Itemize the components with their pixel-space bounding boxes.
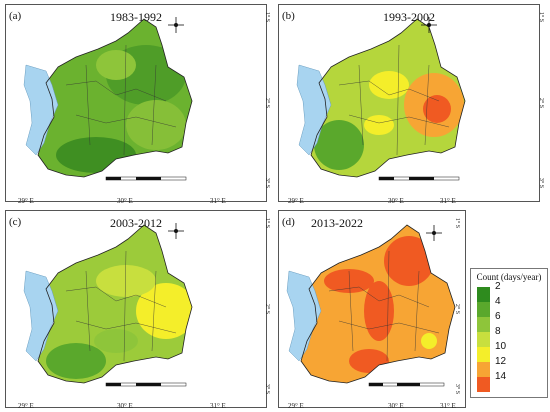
- x-tick-31: 31° E: [210, 197, 226, 205]
- rwanda-map-d: [286, 224, 456, 387]
- x-tick-31: 31° E: [440, 197, 456, 205]
- scale-bar: [378, 176, 460, 181]
- legend: Count (days/year) 2 4 6 8 10 12 14: [470, 268, 548, 398]
- x-tick-30: 30° E: [388, 197, 404, 205]
- y-tick-2s: 2° S: [263, 303, 270, 315]
- x-tick-29: 29° E: [18, 402, 34, 410]
- y-tick-2s: 2° S: [537, 97, 544, 109]
- north-arrow-icon: [168, 223, 184, 239]
- panel-title: 2013-2022: [311, 216, 363, 230]
- rwanda-map-c: [23, 223, 193, 387]
- x-tick-29: 29° E: [288, 402, 304, 410]
- rwanda-map-a: [23, 17, 193, 181]
- y-tick-3s: 3° S: [537, 177, 544, 189]
- legend-swatch: [477, 362, 490, 377]
- panel-title: 2003-2012: [110, 216, 162, 230]
- panel-label: (c): [9, 216, 22, 228]
- map-panel-b: (b) 1993-2002: [278, 4, 540, 202]
- legend-item: 10: [477, 341, 547, 362]
- rwanda-map-b: [296, 17, 466, 181]
- north-arrow-icon: [168, 17, 184, 33]
- map-panel-a: (a) 1983-1992: [5, 4, 267, 202]
- x-tick-31: 31° E: [210, 402, 226, 410]
- scale-bar: [368, 382, 445, 387]
- legend-value: 4: [495, 296, 501, 307]
- x-tick-30: 30° E: [117, 402, 133, 410]
- x-tick-29: 29° E: [288, 197, 304, 205]
- x-tick-30: 30° E: [117, 197, 133, 205]
- legend-item: 8: [477, 326, 547, 347]
- panel-label: (b): [282, 10, 295, 22]
- legend-swatch: [477, 347, 490, 362]
- legend-swatch: [477, 317, 490, 332]
- panel-title: 1993-2002: [383, 10, 435, 24]
- legend-swatch: [477, 332, 490, 347]
- legend-value: 6: [495, 311, 501, 322]
- legend-value: 12: [495, 356, 507, 367]
- legend-swatch: [477, 377, 490, 392]
- y-tick-1s: 1° S: [263, 11, 270, 23]
- scale-bar: [105, 382, 187, 387]
- legend-title: Count (days/year): [476, 272, 542, 282]
- legend-swatch: [477, 302, 490, 317]
- y-tick-3s: 3° S: [263, 383, 270, 395]
- y-tick-3s: 3° S: [263, 177, 270, 189]
- y-tick-2s: 2° S: [263, 97, 270, 109]
- scale-bar: [105, 176, 187, 181]
- y-tick-1s: 1° S: [263, 217, 270, 229]
- legend-value: 10: [495, 341, 507, 352]
- legend-value: 8: [495, 326, 501, 337]
- panel-label: (d): [282, 216, 295, 228]
- map-panel-d: (d) 2013-2022: [278, 210, 466, 408]
- legend-item: 14: [477, 371, 547, 392]
- legend-item: 6: [477, 311, 547, 332]
- x-tick-29: 29° E: [18, 197, 34, 205]
- y-tick-2s: 2° S: [453, 303, 460, 315]
- y-tick-1s: 1° S: [537, 11, 544, 23]
- legend-item: 12: [477, 356, 547, 377]
- x-tick-30: 30° E: [388, 402, 404, 410]
- x-tick-31: 31° E: [440, 402, 456, 410]
- panel-title: 1983-1992: [110, 10, 162, 24]
- legend-value: 14: [495, 371, 507, 382]
- panel-label: (a): [9, 10, 22, 22]
- north-arrow-icon: [426, 225, 442, 241]
- map-panel-c: (c) 2003-2012: [5, 210, 267, 408]
- legend-item: 2: [477, 281, 547, 302]
- y-tick-1s: 1° S: [453, 217, 460, 229]
- legend-swatch: [477, 287, 490, 302]
- y-tick-3s: 3° S: [453, 383, 460, 395]
- legend-value: 2: [495, 281, 501, 292]
- north-arrow-icon: [421, 17, 437, 33]
- legend-item: 4: [477, 296, 547, 317]
